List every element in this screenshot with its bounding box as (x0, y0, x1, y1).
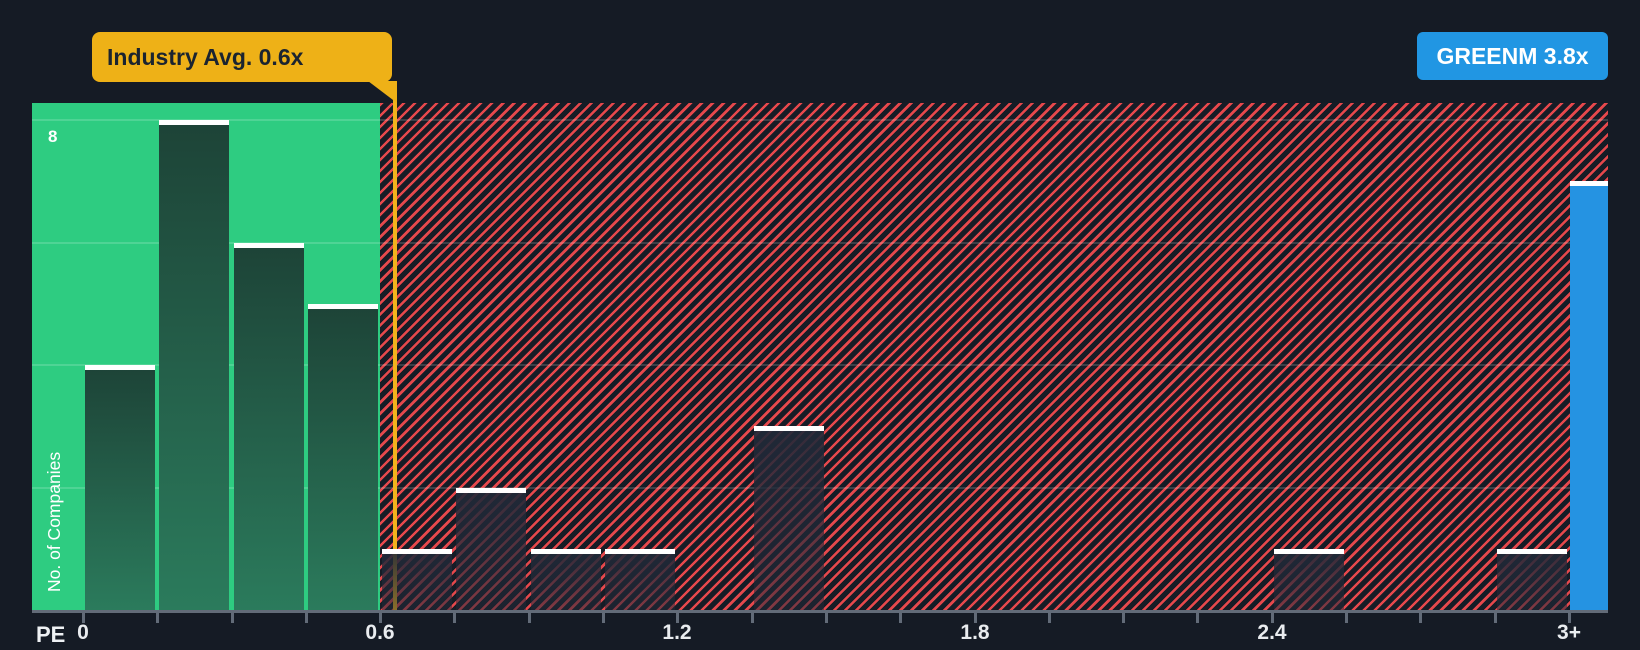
x-axis-tick (974, 613, 977, 623)
x-axis-tick (1122, 613, 1125, 623)
x-axis-tick (528, 613, 531, 623)
histogram-bar[interactable] (605, 549, 675, 610)
x-axis-tick (751, 613, 754, 623)
above-average-hatched-zone (380, 103, 1608, 610)
x-tick-label-0: 0 (77, 621, 89, 644)
y-gridline-8 (32, 119, 1608, 121)
histogram-bar[interactable] (308, 304, 378, 610)
x-axis-tick (1568, 613, 1571, 623)
industry-average-badge: Industry Avg. 0.6x (92, 32, 392, 82)
bar-top-line (85, 365, 155, 370)
x-tick-label-3+: 3+ (1557, 621, 1581, 644)
histogram-bar[interactable] (531, 549, 601, 610)
bar-top-line (1570, 181, 1608, 186)
x-axis-tick (305, 613, 308, 623)
y-axis-max-tick: 8 (48, 127, 58, 146)
x-axis-tick (676, 613, 679, 623)
histogram-bar[interactable] (456, 488, 526, 611)
x-axis-tick (1196, 613, 1199, 623)
bar-top-line (531, 549, 601, 554)
x-axis-tick (1345, 613, 1348, 623)
x-axis-tick (825, 613, 828, 623)
bar-top-line (234, 243, 304, 248)
x-axis-title: PE (36, 622, 66, 647)
histogram-bar[interactable] (85, 365, 155, 610)
histogram-bar[interactable] (1274, 549, 1344, 610)
industry-average-line (393, 82, 397, 610)
bar-top-line (1497, 549, 1567, 554)
red-hatch-pattern (380, 103, 1608, 610)
company-pe-badge: GREENM 3.8x (1417, 32, 1608, 80)
x-axis-tick (1494, 613, 1497, 623)
y-gridline-6 (32, 242, 1608, 244)
histogram-bar[interactable] (1497, 549, 1567, 610)
x-axis-line (32, 610, 1608, 613)
histogram-bar[interactable] (234, 243, 304, 611)
histogram-bar[interactable] (754, 426, 824, 610)
x-axis-tick (1271, 613, 1274, 623)
x-axis-tick (1048, 613, 1051, 623)
x-axis-tick (231, 613, 234, 623)
x-axis-tick (453, 613, 456, 623)
bar-top-line (382, 549, 452, 554)
x-tick-label-2.4: 2.4 (1257, 621, 1287, 644)
bar-top-line (605, 549, 675, 554)
x-tick-label-0.6: 0.6 (365, 621, 395, 644)
company-bar-greenm[interactable] (1570, 181, 1608, 610)
bar-top-line (308, 304, 378, 309)
bar-top-line (456, 488, 526, 493)
x-axis-tick (602, 613, 605, 623)
x-axis-tick (156, 613, 159, 623)
bar-top-line (754, 426, 824, 431)
x-axis-tick (379, 613, 382, 623)
x-tick-label-1.8: 1.8 (960, 621, 990, 644)
bar-top-line (159, 120, 229, 125)
bar-top-line (1274, 549, 1344, 554)
histogram-bar[interactable] (159, 120, 229, 610)
x-axis-tick (82, 613, 85, 623)
y-axis-title: No. of Companies (44, 451, 64, 592)
y-gridline-4 (32, 364, 1608, 366)
x-tick-label-1.2: 1.2 (662, 621, 692, 644)
x-axis-tick (899, 613, 902, 623)
histogram-bar[interactable] (382, 549, 452, 610)
x-axis-tick (1419, 613, 1422, 623)
